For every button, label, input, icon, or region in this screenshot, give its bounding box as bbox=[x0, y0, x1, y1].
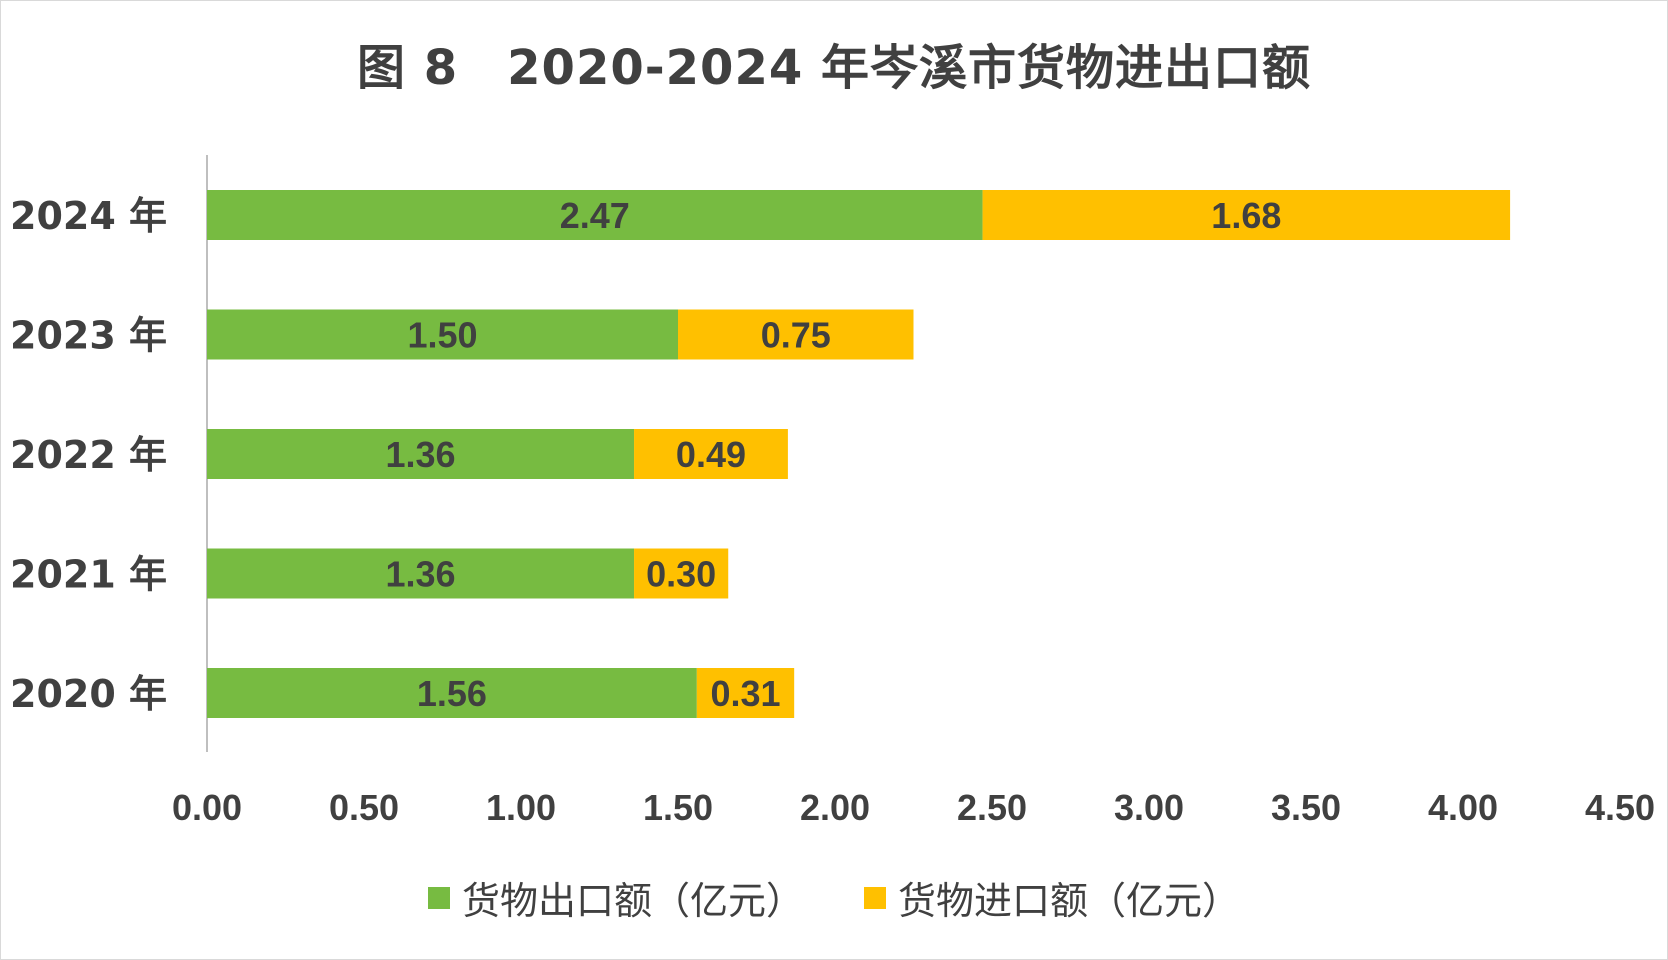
bar-export-2 bbox=[207, 429, 635, 479]
x-tick-label-8: 4.00 bbox=[1428, 787, 1498, 828]
chart-title: 图 8 2020-2024 年岑溪市货物进出口额 bbox=[357, 40, 1311, 96]
x-tick-label-4: 2.00 bbox=[800, 787, 870, 828]
data-label-import-1: 0.75 bbox=[761, 315, 831, 356]
legend-label-export: 货物出口额（亿元） bbox=[461, 879, 804, 923]
x-tick-label-7: 3.50 bbox=[1271, 787, 1341, 828]
x-tick-label-9: 4.50 bbox=[1585, 787, 1655, 828]
category-label-2: 2022 年 bbox=[10, 433, 167, 477]
bar-import-3 bbox=[634, 548, 729, 599]
data-label-export-4: 1.56 bbox=[417, 673, 487, 714]
category-label-0: 2024 年 bbox=[10, 194, 167, 238]
legend-item-import: 货物进口额（亿元） bbox=[864, 870, 1240, 925]
category-label-4: 2020 年 bbox=[10, 672, 167, 716]
data-label-export-3: 1.36 bbox=[385, 554, 455, 595]
bar-import-4 bbox=[696, 668, 795, 718]
data-label-import-2: 0.49 bbox=[676, 434, 746, 475]
legend-swatch-export bbox=[427, 886, 450, 909]
data-label-export-0: 2.47 bbox=[560, 195, 630, 236]
data-label-import-3: 0.30 bbox=[646, 554, 716, 595]
data-label-import-0: 1.68 bbox=[1211, 195, 1281, 236]
bar-export-1 bbox=[207, 309, 678, 360]
x-tick-label-1: 0.50 bbox=[329, 787, 399, 828]
legend-swatch-import bbox=[864, 886, 886, 909]
bar-import-0 bbox=[982, 190, 1511, 240]
data-label-export-2: 1.36 bbox=[385, 434, 455, 475]
category-label-3: 2021 年 bbox=[10, 553, 167, 597]
x-tick-label-5: 2.50 bbox=[957, 787, 1027, 828]
x-tick-label-0: 0.00 bbox=[172, 787, 242, 828]
legend-label-import: 货物进口额（亿元） bbox=[898, 879, 1241, 923]
x-tick-label-3: 1.50 bbox=[643, 787, 713, 828]
bar-export-3 bbox=[207, 548, 635, 599]
bar-import-2 bbox=[634, 429, 788, 479]
x-tick-label-2: 1.00 bbox=[486, 787, 556, 828]
bar-export-4 bbox=[207, 668, 697, 718]
bar-export-0 bbox=[207, 190, 983, 240]
bar-import-1 bbox=[678, 309, 914, 360]
data-label-export-1: 1.50 bbox=[407, 315, 477, 356]
plot-area: 2024 年 2.47 1.68 2023 年 1.50 0.75 2022 年 1.36 0.… bbox=[10, 155, 1655, 828]
legend: 货物出口额（亿元） 货物进口额（亿元） bbox=[0, 870, 1668, 925]
legend-item-export: 货物出口额（亿元） bbox=[427, 870, 804, 925]
x-tick-label-6: 3.00 bbox=[1114, 787, 1184, 828]
data-label-import-4: 0.31 bbox=[710, 673, 780, 714]
category-label-1: 2023 年 bbox=[10, 314, 167, 358]
